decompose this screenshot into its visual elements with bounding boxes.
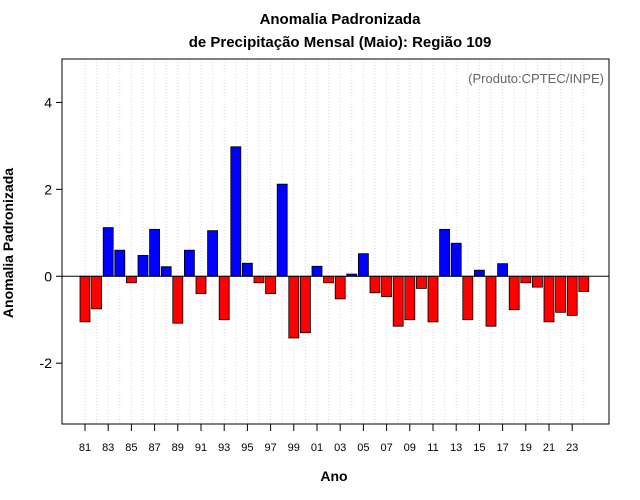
bar-1986: [137, 255, 149, 277]
bar-1990: [183, 249, 195, 277]
bar-2010: [415, 275, 427, 289]
x-tick-label: 19: [520, 442, 532, 454]
bar-1992: [207, 230, 219, 277]
bar-2000: [299, 275, 311, 334]
x-tick-label: 91: [195, 442, 207, 454]
x-tick-label: 23: [566, 442, 578, 454]
y-axis-title: Anomalia Padronizada: [0, 168, 16, 318]
x-tick-label: 07: [380, 442, 392, 454]
bar-2015: [473, 269, 485, 277]
bar-2009: [404, 275, 416, 321]
x-axis: 81 83 85 87 89 91 93 95 97 99 01 03 05 07 09 11 13 15 17 19…: [79, 424, 578, 454]
x-tick-label: 15: [473, 442, 485, 454]
source-annotation: (Produto:CPTEC/INPE): [468, 71, 604, 86]
y-tick-label: -2: [40, 355, 53, 371]
bar-2016: [485, 275, 497, 327]
x-tick-label: 97: [264, 442, 276, 454]
x-axis-title: Ano: [320, 468, 347, 484]
x-tick-label: 87: [148, 442, 160, 454]
bar-2006: [369, 275, 381, 294]
bar-2020: [532, 275, 543, 288]
x-tick-label: 09: [404, 442, 416, 454]
bar-1983: [102, 227, 114, 277]
chart-title-line-1: Anomalia Padronizada: [260, 11, 422, 28]
bar-2017: [497, 263, 509, 277]
bar-1998: [276, 183, 288, 277]
x-tick-label: 95: [241, 442, 253, 454]
y-tick-label: 4: [44, 94, 52, 110]
bar-2014: [462, 275, 474, 321]
x-tick-label: 17: [496, 442, 508, 454]
x-tick-label: 13: [450, 442, 462, 454]
x-tick-label: 05: [357, 442, 369, 454]
x-tick-label: 83: [102, 442, 114, 454]
x-tick-label: 99: [288, 442, 300, 454]
chart-title-line-2: de Precipitação Mensal (Maio): Região 10…: [189, 34, 492, 51]
bar-1993: [218, 275, 230, 321]
bar-2001: [311, 265, 323, 277]
bar-1996: [253, 275, 265, 284]
bar-2007: [381, 275, 393, 298]
x-tick-label: 11: [427, 442, 438, 454]
bar-1989: [172, 275, 184, 324]
bar-2023: [566, 275, 578, 316]
bar-1994: [230, 146, 242, 277]
bar-2012: [439, 228, 451, 277]
bar-2002: [323, 275, 335, 284]
x-tick-label: 01: [311, 442, 323, 454]
bar-1982: [91, 275, 102, 310]
bar-1991: [195, 275, 207, 295]
bar-1985: [126, 275, 137, 284]
bar-2005: [357, 253, 369, 277]
bar-1988: [160, 266, 172, 277]
bar-2019: [520, 275, 532, 284]
bar-2011: [427, 275, 439, 323]
gridlines: [84, 59, 585, 424]
bar-1999: [288, 275, 300, 339]
x-tick-label: 89: [172, 442, 184, 454]
bar-2008: [392, 275, 404, 327]
bar-2013: [450, 242, 462, 277]
bars: [79, 146, 590, 339]
bar-1995: [241, 262, 253, 277]
bar-2022: [555, 275, 566, 313]
y-tick-label: 2: [44, 181, 52, 197]
bar-1984: [114, 249, 126, 277]
x-tick-label: 81: [79, 442, 91, 454]
bar-2024: [578, 275, 590, 292]
x-tick-label: 21: [543, 442, 555, 454]
bar-1987: [149, 228, 161, 277]
x-tick-label: 85: [125, 442, 137, 454]
y-axis: -2 0 2 4: [40, 94, 62, 371]
x-tick-label: 93: [218, 442, 230, 454]
y-tick-label: 0: [44, 268, 52, 284]
bar-1997: [265, 275, 277, 295]
x-tick-label: 03: [334, 442, 346, 454]
bar-2021: [543, 275, 555, 323]
bar-1981: [79, 275, 91, 323]
bar-2018: [508, 275, 520, 311]
bar-2003: [334, 275, 346, 300]
plot-frame: [61, 58, 610, 425]
